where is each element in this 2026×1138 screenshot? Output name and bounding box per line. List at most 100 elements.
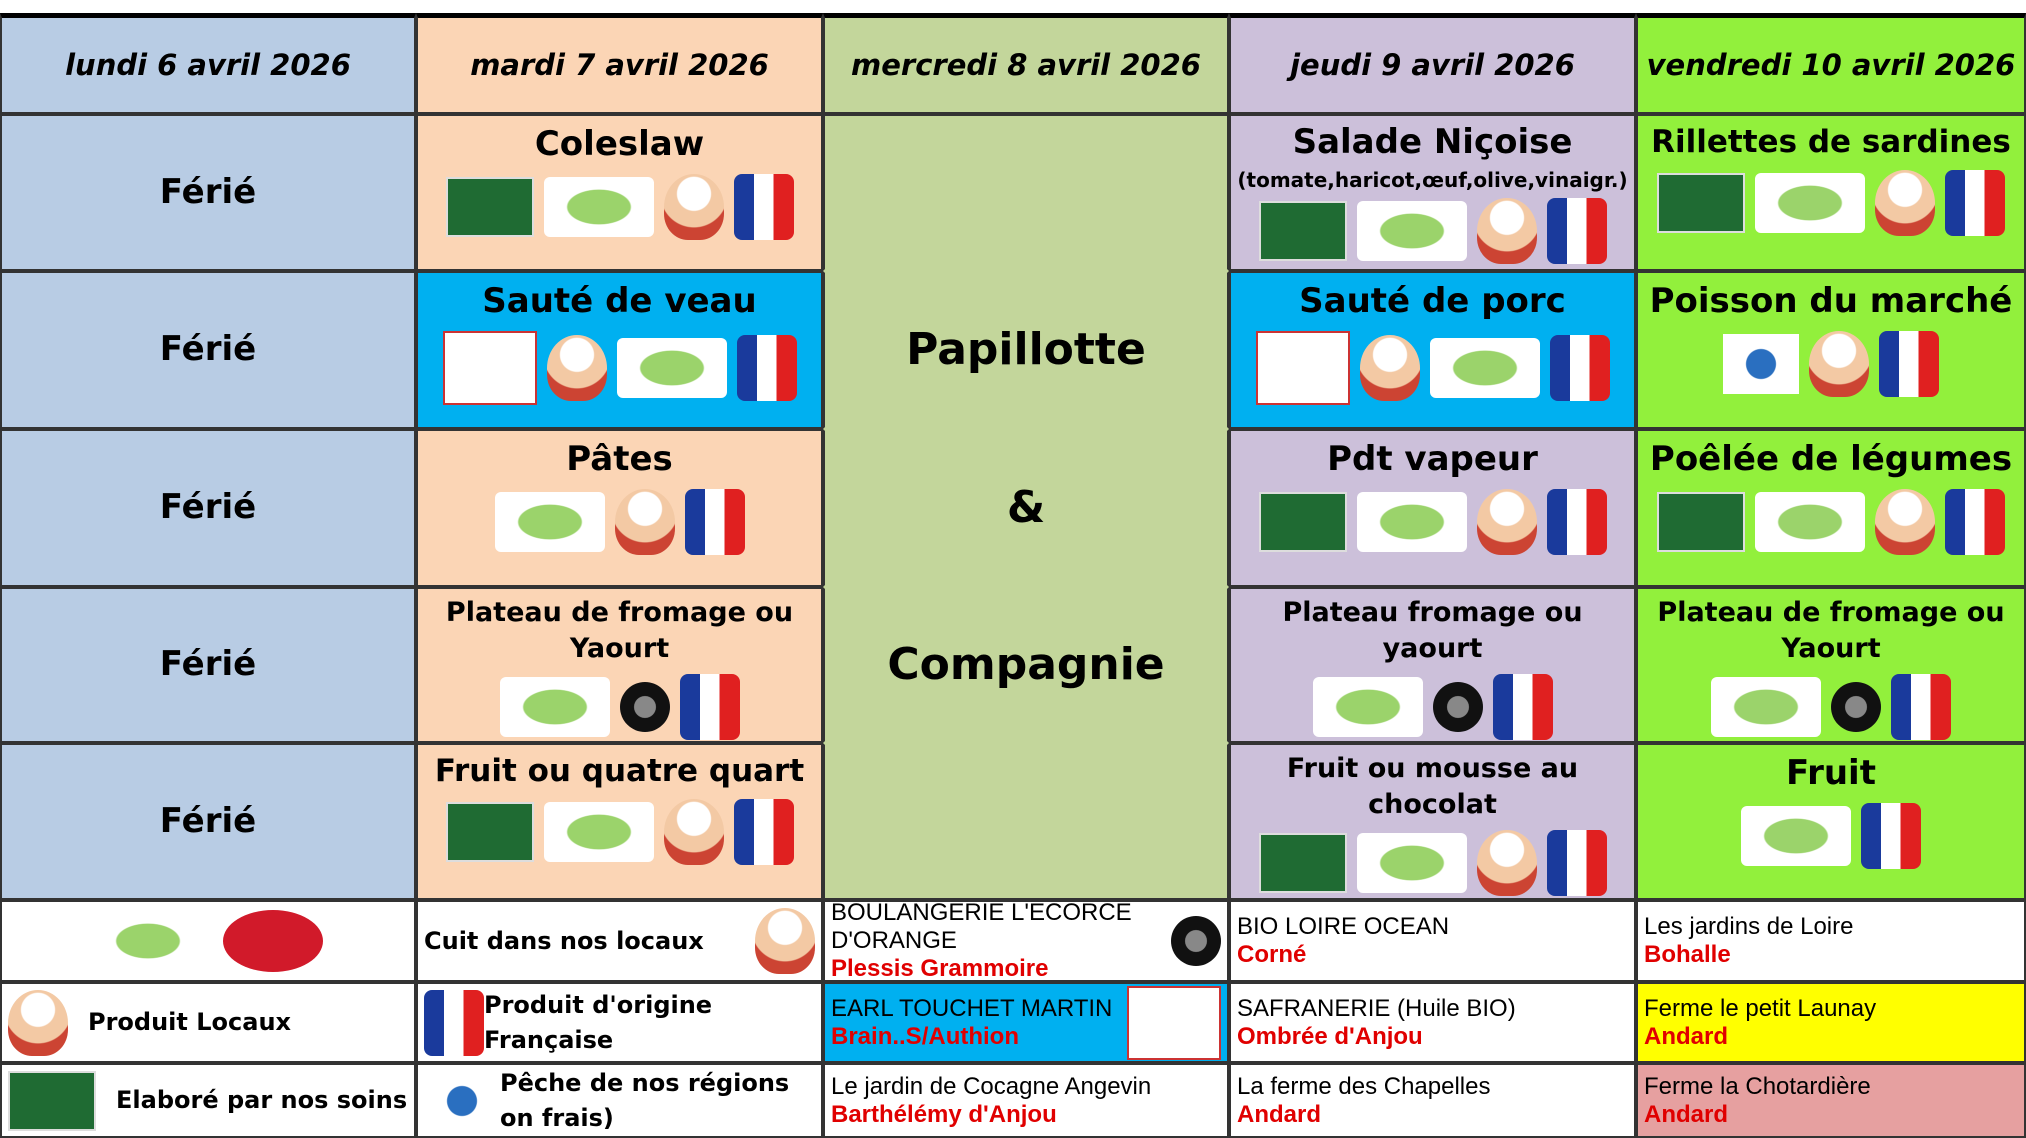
dish-title: Pdt vapeur — [1327, 439, 1538, 479]
legend-cell: Elaboré par nos soins — [0, 1063, 416, 1138]
supplier-name: BOULANGERIE L'ECORCE D'ORANGE — [831, 900, 1132, 954]
logo-chef — [546, 334, 607, 401]
logo-bio — [1356, 491, 1467, 552]
logo-pf — [1945, 169, 2005, 236]
supplier-place: Plessis Grammoire — [831, 955, 1049, 982]
legend-label: Cuit dans nos locaux — [424, 926, 704, 955]
logo-pf — [424, 989, 484, 1056]
dish-title: Salade Niçoise — [1292, 122, 1573, 162]
legend-label: Produit Locaux — [88, 1008, 292, 1037]
dish-title: Férié — [159, 800, 257, 841]
logo-row — [1741, 802, 1921, 869]
logo-bio — [1711, 676, 1821, 737]
logo-chef — [8, 989, 68, 1056]
dish-title: Sauté de porc — [1299, 281, 1566, 321]
logo-chef — [1476, 488, 1537, 555]
day-header: mercredi 8 avril 2026 — [823, 13, 1229, 114]
logo-row — [1258, 198, 1607, 264]
menu-cell: Salade Niçoise (tomate,haricot,œuf,olive,… — [1229, 114, 1636, 271]
dish-title: Férié — [159, 329, 257, 370]
menu-cell: Pâtes — [416, 429, 823, 587]
logo-ferme — [442, 330, 537, 405]
supplier-name: La ferme des Chapelles — [1237, 1072, 1491, 1100]
logo-row — [494, 488, 745, 555]
logo-pf — [684, 488, 745, 555]
legend-cell: Cuit dans nos locaux — [416, 900, 823, 982]
logo-aqua — [1723, 333, 1799, 394]
supplier-place: Corné — [1237, 941, 1307, 968]
logo-row — [499, 673, 740, 740]
legend-cell: Le jardin de Cocagne Angevin Barthélémy d… — [823, 1063, 1229, 1138]
menu-cell: Poêlée de légumes — [1636, 429, 2026, 587]
logo-pf — [1546, 488, 1607, 555]
logo-bio — [616, 337, 727, 398]
menu-cell: Pdt vapeur — [1229, 429, 1636, 587]
logo-row — [1657, 488, 2005, 555]
logo-chef — [1476, 198, 1537, 264]
menu-cell: Plateau de fromage ou Yaourt — [416, 587, 823, 743]
legend-cell: Pêche de nos régions on frais) — [416, 1063, 823, 1138]
legend-cell — [0, 900, 416, 982]
dish-title: Plateau de fromage ou Yaourt — [445, 597, 794, 665]
legend-cell: Ferme le petit Launay Andard — [1636, 982, 2026, 1063]
dish-title: Pâtes — [566, 439, 673, 479]
logo-ferme — [1127, 985, 1221, 1060]
supplier-name: BIO LOIRE OCEAN — [1237, 913, 1450, 940]
logo-bio — [1755, 491, 1865, 552]
supplier-name: Les jardins de Loire — [1644, 913, 1854, 940]
logo-fm — [1258, 832, 1347, 893]
supplier: BIO LOIRE OCEAN Corné — [1237, 913, 1628, 969]
menu-cell: Fruit ou quatre quart — [416, 743, 823, 900]
menu-cell: Plateau de fromage ou Yaourt — [1636, 587, 2026, 743]
menu-cell: Papillotte — [823, 271, 1229, 429]
supplier-name: Ferme la Chotardière — [1644, 1072, 1871, 1100]
logo-row — [1255, 330, 1610, 405]
supplier: EARL TOUCHET MARTIN Brain..S/Authion — [831, 995, 1127, 1051]
menu-cell: Férié — [0, 429, 416, 587]
menu-cell: Fruit ou mousse au chocolat — [1229, 743, 1636, 900]
menu-cell — [823, 743, 1229, 900]
logo-ecorce — [1171, 916, 1221, 966]
day-header: jeudi 9 avril 2026 — [1229, 13, 1636, 114]
logo-row — [1723, 330, 1939, 397]
menu-cell: Compagnie — [823, 587, 1229, 743]
logo-bio — [1356, 832, 1467, 893]
supplier: Ferme la Chotardière Andard — [1644, 1073, 2018, 1129]
logo-chef — [1809, 330, 1869, 397]
menu-cell: Férié — [0, 271, 416, 429]
supplier-place: Brain..S/Authion — [831, 1022, 1019, 1050]
logo-fm — [1657, 172, 1745, 233]
dish-title: Plateau de fromage ou Yaourt — [1657, 597, 2005, 665]
legend-cell: Produit Locaux — [0, 982, 416, 1063]
supplier: Les jardins de Loire Bohalle — [1644, 913, 2018, 969]
dish-title: Férié — [159, 487, 257, 528]
supplier-place: Andard — [1644, 1100, 1728, 1128]
logo-bio — [543, 801, 654, 862]
legend-label: Elaboré par nos soins — [116, 1086, 408, 1115]
menu-cell: Poisson du marché — [1636, 271, 2026, 429]
supplier-place: Bohalle — [1644, 941, 1731, 968]
logo-chef — [1875, 488, 1935, 555]
logo-bio — [93, 911, 203, 971]
menu-cell: Sauté de porc — [1229, 271, 1636, 429]
logo-bio — [1312, 676, 1423, 737]
legend-cell: Produit d'origine Française — [416, 982, 823, 1063]
supplier-name: SAFRANERIE (Huile BIO) — [1237, 994, 1516, 1022]
logo-pf — [1861, 802, 1921, 869]
supplier-place: Barthélémy d'Anjou — [831, 1100, 1057, 1128]
legend-cell: BOULANGERIE L'ECORCE D'ORANGE Plessis Gra… — [823, 900, 1229, 982]
logo-bio — [1741, 805, 1851, 866]
menu-cell: Férié — [0, 743, 416, 900]
supplier-place: Andard — [1644, 1022, 1728, 1050]
supplier-name: Ferme le petit Launay — [1644, 994, 1877, 1022]
menu-cell: Sauté de veau — [416, 271, 823, 429]
menu-cell: Coleslaw — [416, 114, 823, 271]
logo-fm — [1657, 491, 1745, 552]
logo-chef — [1476, 829, 1537, 896]
logo-fm — [445, 176, 534, 237]
logo-pf — [679, 673, 740, 740]
menu-cell: Férié — [0, 114, 416, 271]
day-header: lundi 6 avril 2026 — [0, 13, 416, 114]
logo-fm — [445, 801, 534, 862]
